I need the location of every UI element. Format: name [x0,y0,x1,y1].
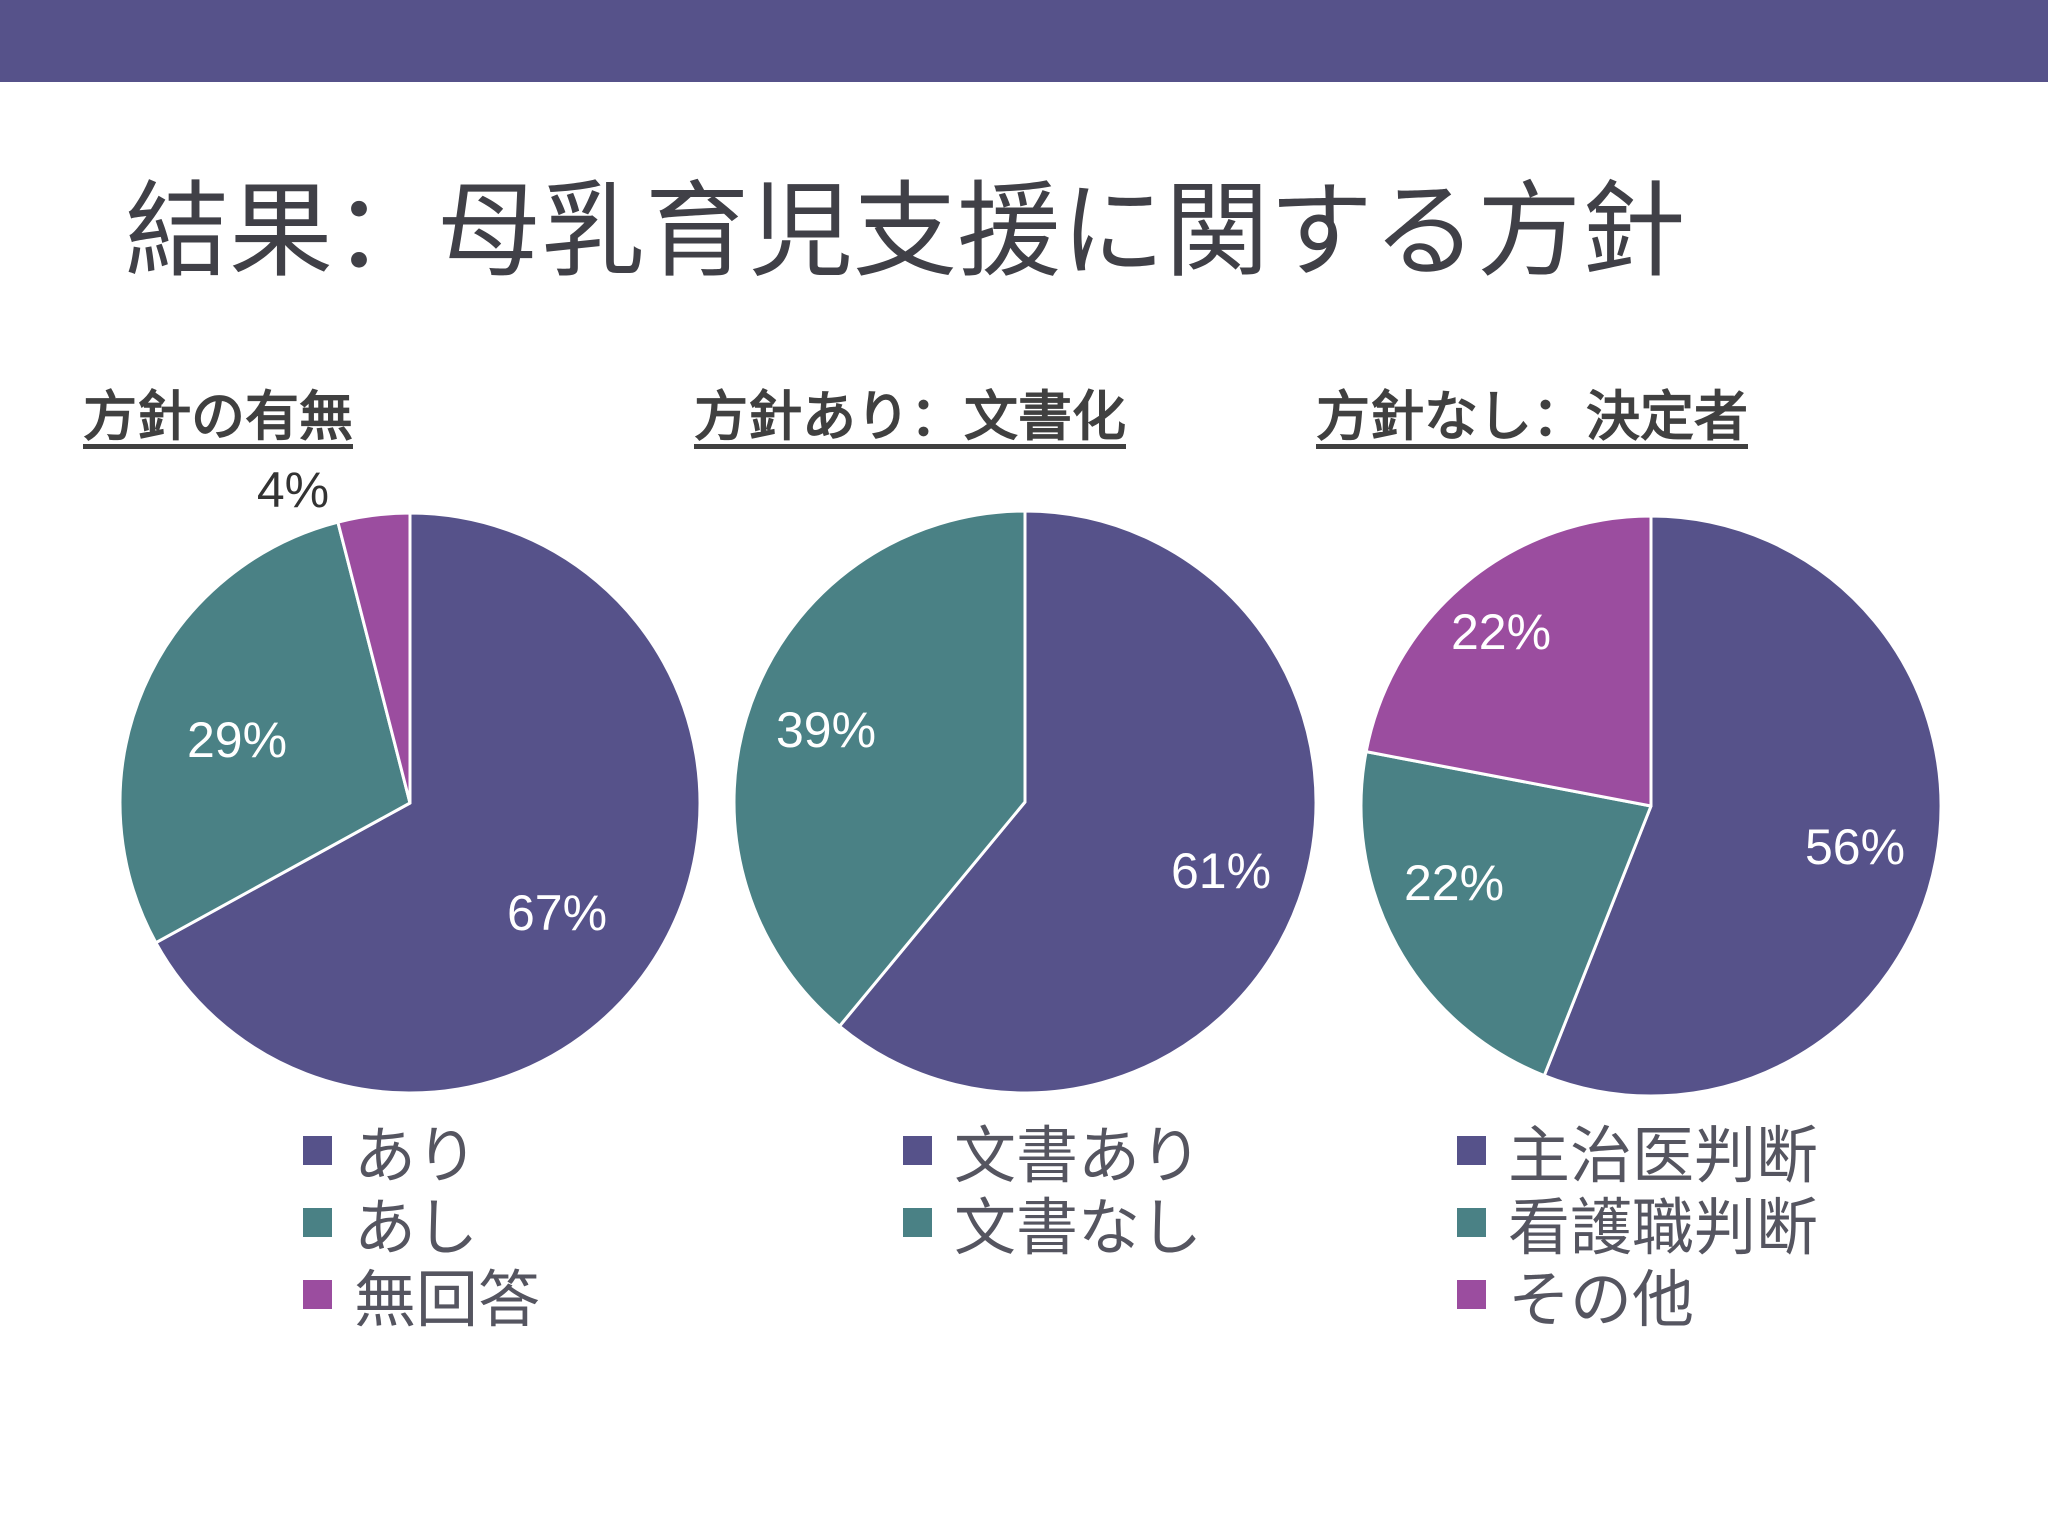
legend-item-documentation-1: 文書なし [903,1186,1202,1264]
legend-label: その他 [1508,1263,1695,1336]
data-label-policy-presence-1: 29% [187,712,287,768]
data-label-documentation-1: 39% [776,702,876,758]
data-label-documentation-0: 61% [1171,843,1271,899]
legend-label: 文書なし [954,1191,1203,1264]
legend-item-decision-maker-0: 主治医判断 [1457,1114,1818,1192]
slide-title: 結果：母乳育児支援に関する方針 [125,170,1686,292]
pie-slice-documentation-0 [838,509,1318,1095]
pie-slice-decision-maker-0 [1542,514,1943,1098]
legend-swatch [303,1135,332,1165]
pie-slice-decision-maker-2 [1364,514,1653,808]
legend-swatch [1457,1279,1486,1309]
legend-item-policy-presence-1: あし [303,1186,540,1264]
data-label-policy-presence-0: 67% [507,885,607,941]
legend-swatch [303,1279,332,1309]
pie-slice-policy-presence-2 [336,511,412,805]
data-label-decision-maker-2: 22% [1451,604,1551,660]
legend-label: あし [354,1191,479,1264]
pie-chart-documentation: 61% 39% [732,509,1318,1095]
legend-documentation: 文書あり 文書なし [903,1114,1202,1264]
chart-heading-documentation: 方針あり：文書化 [694,385,1126,448]
legend-item-documentation-0: 文書あり [903,1114,1202,1192]
chart-heading-policy-presence: 方針の有無 [83,385,353,448]
legend-swatch [903,1207,932,1237]
legend-item-decision-maker-2: その他 [1457,1258,1818,1336]
legend-label: あり [354,1119,479,1192]
chart-heading-decision-maker: 方針なし：決定者 [1316,385,1748,448]
legend-item-decision-maker-1: 看護職判断 [1457,1186,1818,1264]
legend-label: 文書あり [954,1119,1203,1192]
legend-swatch [1457,1207,1486,1237]
legend-label: 無回答 [354,1263,541,1336]
data-label-decision-maker-0: 56% [1805,819,1905,875]
legend-swatch [303,1207,332,1237]
pie-chart-decision-maker: 56% 22% 22% [1359,514,1943,1098]
legend-policy-presence: あり あし 無回答 [303,1114,540,1336]
data-label-decision-maker-1: 22% [1404,855,1504,911]
legend-swatch [1457,1135,1486,1165]
pie-slice-policy-presence-0 [154,511,702,1095]
data-label-policy-presence-2: 4% [257,462,329,518]
legend-label: 主治医判断 [1508,1119,1819,1192]
pie-chart-policy-presence: 67% 29% 4% [118,462,702,1095]
legend-item-policy-presence-2: 無回答 [303,1258,540,1336]
legend-decision-maker: 主治医判断 看護職判断 その他 [1457,1114,1818,1336]
legend-item-policy-presence-0: あり [303,1114,540,1192]
pie-slice-policy-presence-1 [118,520,412,945]
pie-slice-decision-maker-1 [1359,750,1653,1078]
legend-label: 看護職判断 [1508,1191,1819,1264]
pie-slice-documentation-1 [732,509,1027,1028]
legend-swatch [903,1135,932,1165]
top-accent-bar [0,0,2048,82]
